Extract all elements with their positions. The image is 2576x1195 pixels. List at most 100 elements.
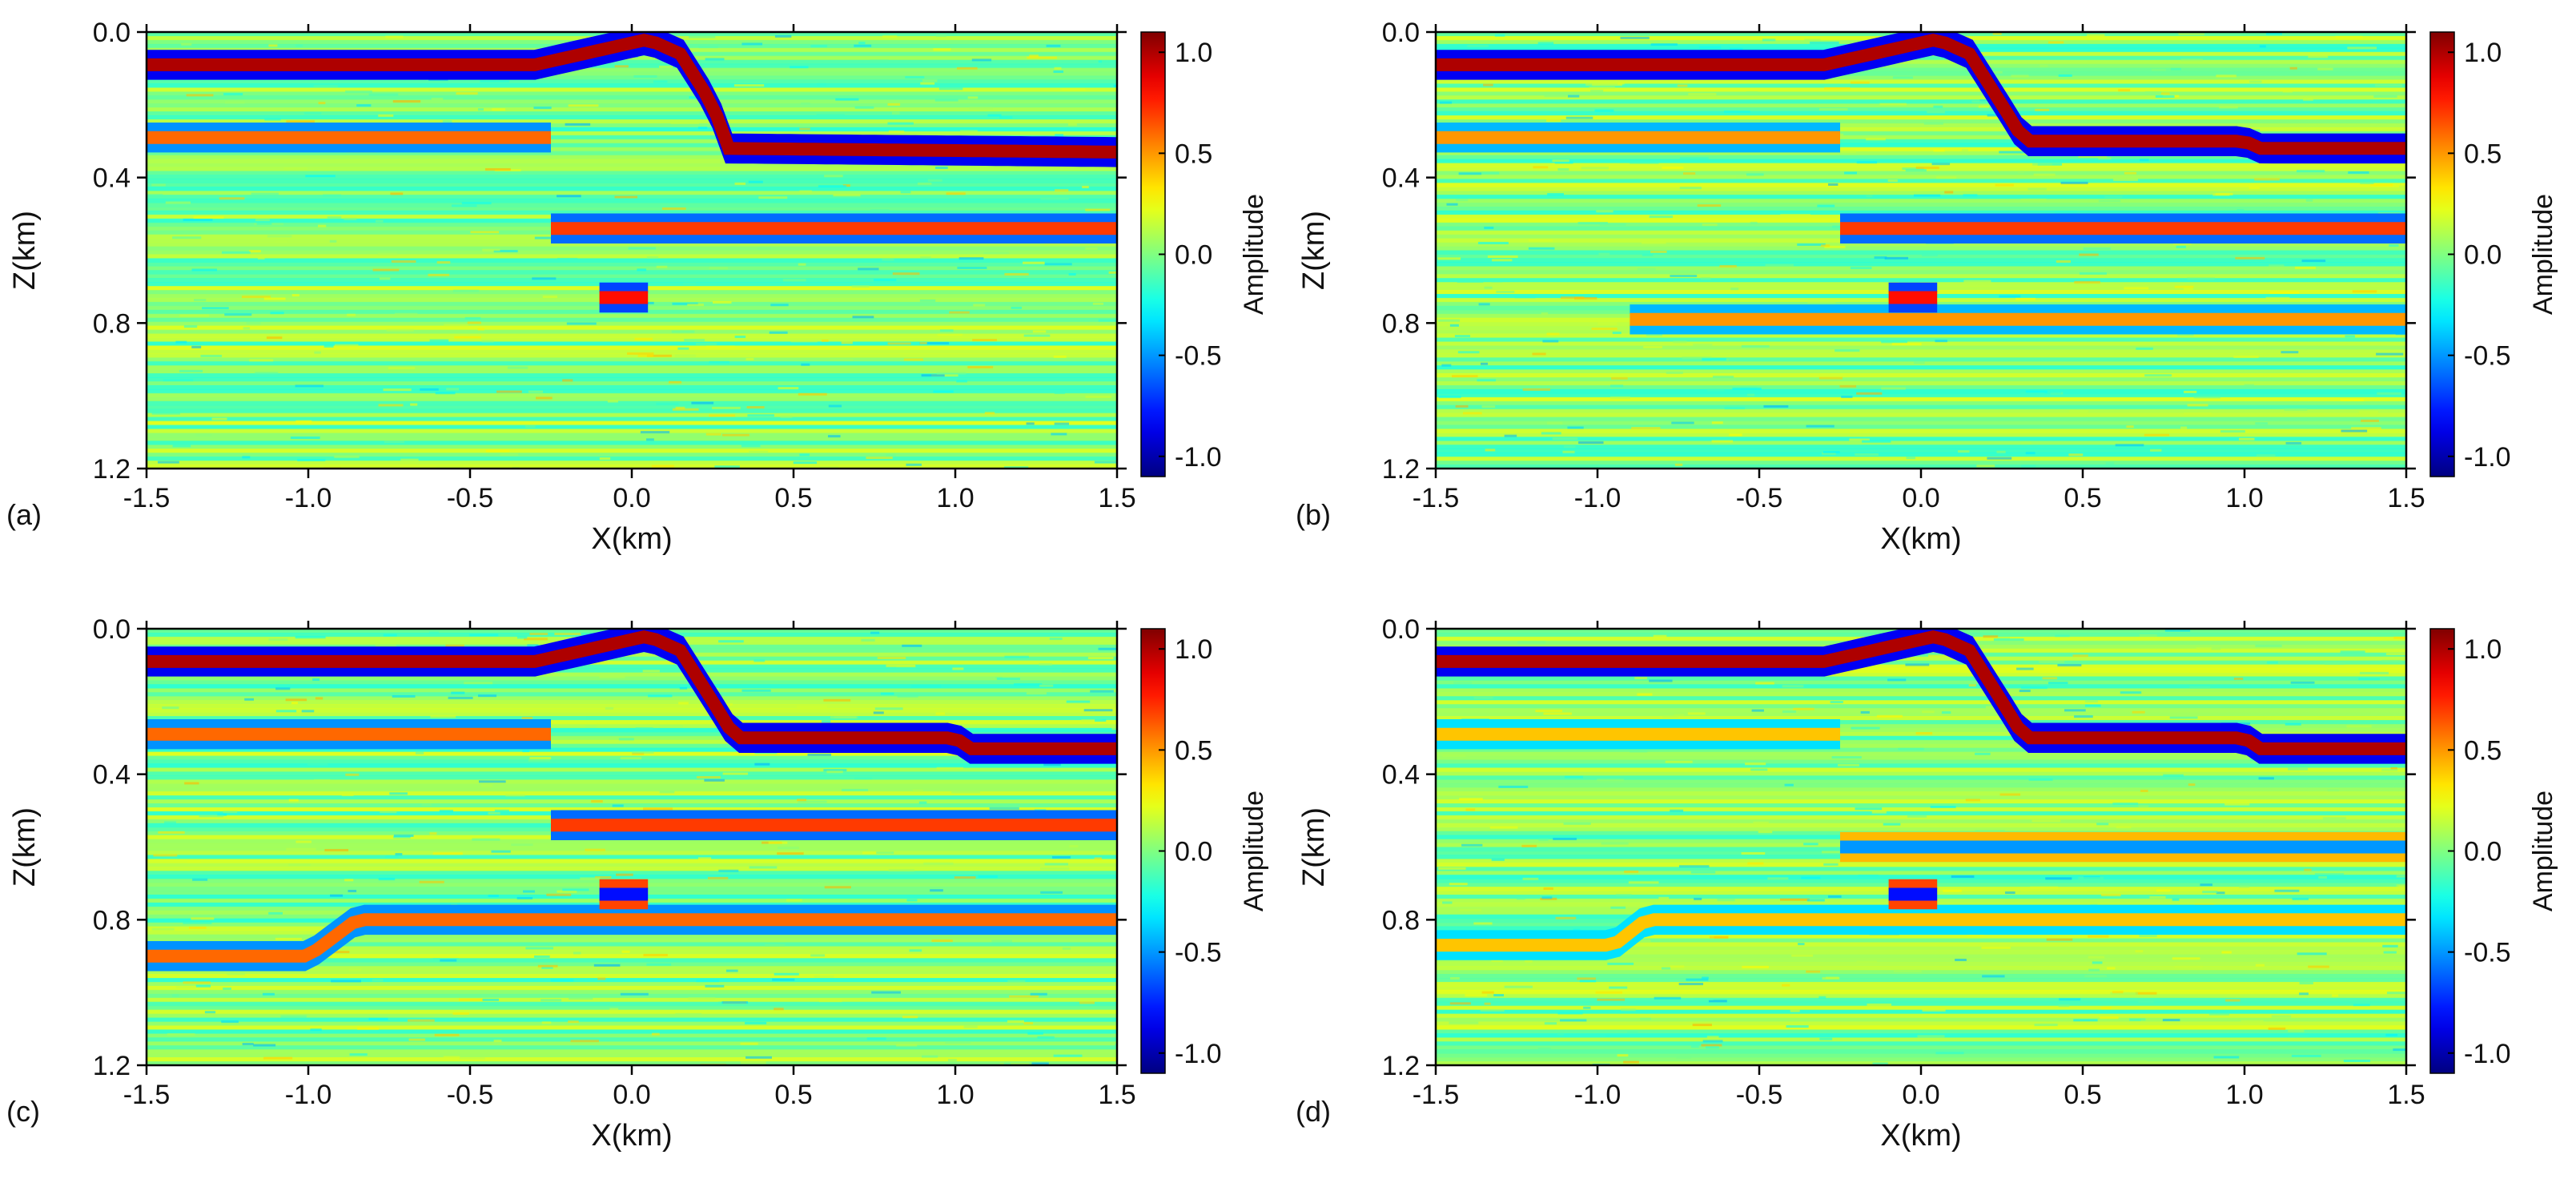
noise-speckle	[917, 182, 932, 185]
noise-speckle	[464, 316, 481, 320]
noise-speckle	[1610, 906, 1626, 909]
noise-speckle	[566, 322, 597, 325]
noise-speckle	[866, 1037, 886, 1040]
noise-speckle	[1730, 47, 1743, 50]
noise-speckle	[1517, 641, 1545, 644]
noise-speckle	[1496, 290, 1515, 293]
noise-speckle	[1062, 947, 1071, 950]
noise-speckle	[1753, 821, 1769, 824]
noise-speckle	[866, 457, 893, 460]
noise-speckle	[324, 344, 334, 348]
noise-speckle	[1963, 280, 1991, 283]
noise-speckle	[2215, 192, 2233, 195]
noise-band	[147, 71, 1117, 77]
noise-speckle	[2031, 819, 2061, 823]
noise-speckle	[1594, 109, 1614, 112]
noise-speckle	[493, 1040, 502, 1043]
noise-speckle	[1719, 264, 1737, 268]
noise-speckle	[1762, 38, 1776, 42]
noise-speckle	[1494, 34, 1505, 37]
noise-speckle	[378, 404, 404, 407]
noise-speckle	[1944, 191, 1954, 194]
noise-speckle	[1807, 300, 1836, 304]
noise-speckle	[1824, 245, 1846, 248]
noise-speckle	[2318, 875, 2327, 879]
noise-speckle	[1547, 193, 1565, 196]
noise-speckle	[570, 1040, 599, 1043]
noise-speckle	[2294, 266, 2316, 269]
noise-speckle	[529, 632, 549, 635]
noise-band	[147, 270, 1117, 275]
noise-speckle	[1599, 223, 1626, 226]
noise-speckle	[1597, 998, 1626, 1001]
noise-speckle	[2160, 92, 2170, 95]
noise-band	[147, 365, 1117, 370]
noise-speckle	[714, 465, 740, 469]
noise-band	[147, 345, 1117, 350]
noise-speckle	[2032, 163, 2052, 166]
noise-speckle	[191, 268, 218, 272]
noise-speckle	[372, 979, 384, 982]
noise-band	[147, 139, 1117, 144]
noise-speckle	[585, 725, 597, 728]
noise-band	[1436, 408, 2406, 414]
noise-speckle	[1732, 387, 1762, 390]
y-axis-label: Z(km)	[8, 211, 42, 290]
noise-speckle	[1666, 394, 1681, 397]
noise-speckle	[1589, 86, 1615, 89]
noise-band	[1436, 79, 2406, 85]
noise-speckle	[323, 194, 342, 197]
noise-speckle	[1930, 806, 1956, 809]
noise-speckle	[383, 634, 397, 637]
noise-speckle	[640, 431, 670, 434]
noise-band	[147, 684, 1117, 689]
noise-speckle	[1030, 210, 1058, 213]
y-tick-label: 1.2	[1382, 454, 1420, 485]
noise-band	[1436, 676, 2406, 682]
noise-speckle	[2189, 686, 2211, 689]
noise-speckle	[266, 336, 283, 340]
noise-speckle	[1943, 889, 1962, 892]
noise-speckle	[593, 964, 621, 967]
colorbar-tick-label: 0.5	[1175, 735, 1212, 766]
noise-band	[147, 795, 1117, 800]
noise-speckle	[175, 986, 196, 989]
noise-speckle	[740, 1042, 758, 1045]
noise-speckle	[817, 883, 824, 886]
noise-band	[147, 83, 1117, 88]
noise-speckle	[1052, 855, 1071, 859]
noise-speckle	[1517, 897, 1525, 900]
noise-speckle	[1573, 928, 1581, 931]
noise-speckle	[963, 1025, 978, 1028]
noise-band	[147, 993, 1117, 999]
noise-speckle	[2020, 392, 2045, 396]
noise-band	[147, 672, 1117, 678]
noise-speckle	[1830, 701, 1843, 704]
noise-speckle	[2340, 398, 2365, 401]
noise-band	[1436, 278, 2406, 283]
noise-speckle	[765, 944, 786, 947]
noise-speckle	[1745, 762, 1766, 766]
noise-band	[147, 962, 1117, 967]
noise-speckle	[1039, 684, 1054, 687]
colorbar-tick-label: -1.0	[1175, 1039, 1222, 1069]
noise-speckle	[1456, 199, 1469, 202]
noise-speckle	[2178, 33, 2204, 36]
noise-speckle	[1533, 166, 1549, 169]
noise-speckle	[1763, 404, 1789, 408]
x-tick-label: 0.5	[774, 1080, 812, 1110]
noise-speckle	[573, 952, 581, 955]
noise-speckle	[935, 166, 948, 169]
noise-band	[147, 361, 1117, 366]
noise-speckle	[172, 236, 202, 239]
noise-speckle	[202, 307, 229, 310]
noise-speckle	[2073, 1019, 2098, 1022]
noise-band	[147, 384, 1117, 390]
noise-speckle	[1891, 343, 1922, 346]
noise-speckle	[1546, 332, 1560, 336]
noise-speckle	[223, 987, 231, 990]
noise-speckle	[933, 390, 954, 393]
noise-speckle	[380, 811, 397, 814]
noise-speckle	[1883, 823, 1901, 826]
noise-band	[1436, 392, 2406, 398]
